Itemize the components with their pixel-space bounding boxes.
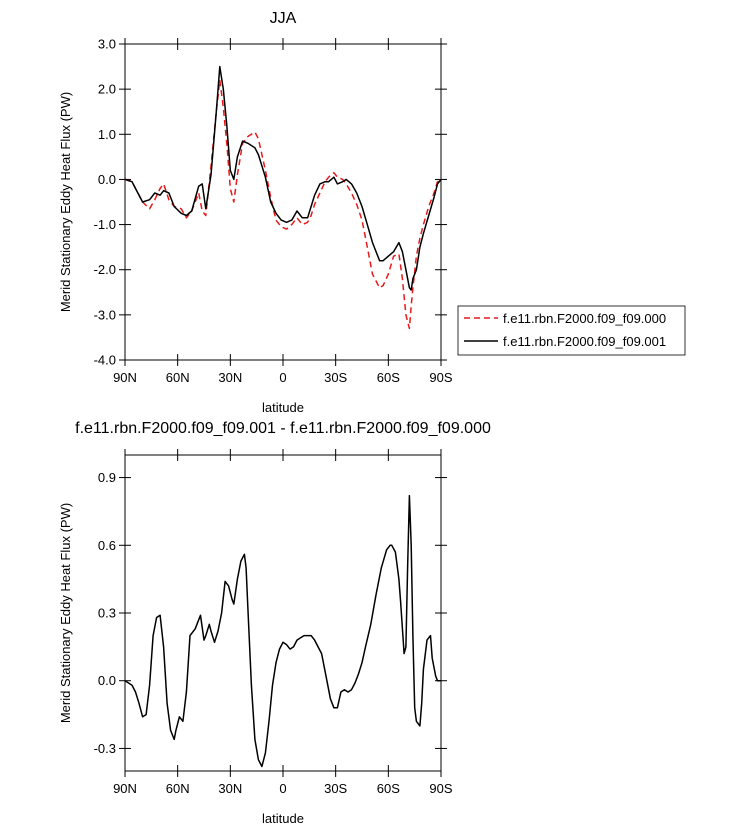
chart-top-series-line-1 — [124, 65, 442, 291]
chart-top-x-tick-label-2: 30N — [218, 370, 242, 385]
chart-top-series-line-0 — [124, 79, 442, 330]
chart-bottom-y-axis-label: Merid Stationary Eddy Heat Flux (PW) — [58, 503, 73, 723]
chart-top-y-tick-label-2: -2.0 — [94, 262, 116, 277]
chart-bottom-y-tick-label-1: 0.0 — [98, 673, 116, 688]
chart-bottom-x-tick-labels: 90N 60N 30N 0 30S 60S 90S — [113, 781, 453, 796]
chart-top-x-tick-label-0: 90N — [113, 370, 137, 385]
chart-top-x-tick-label-4: 30S — [324, 370, 347, 385]
chart-bottom-x-axis-label: latitude — [262, 811, 304, 826]
chart-top-y-tick-label-6: 2.0 — [98, 82, 116, 97]
chart-bottom-x-tick-label-4: 30S — [324, 781, 347, 796]
chart-top-legend: f.e11.rbn.F2000.f09_f09.000 f.e11.rbn.F2… — [457, 305, 686, 356]
chart-bottom-plot-frame — [124, 454, 442, 772]
chart-top: JJA -4.0 -3.0 -2.0 -1.0 0.0 1.0 2.0 3.0 90N 60N 3… — [58, 10, 453, 415]
chart-bottom: f.e11.rbn.F2000.f09_f09.001 - f.e11.rbn.… — [58, 420, 491, 826]
chart-bottom-y-tick-label-3: 0.6 — [98, 538, 116, 553]
chart-top-y-tick-label-3: -1.0 — [94, 217, 116, 232]
chart-top-series — [124, 65, 442, 330]
chart-top-x-tick-label-5: 60S — [377, 370, 400, 385]
legend-label-series-001: f.e11.rbn.F2000.f09_f09.001 — [503, 334, 666, 349]
chart-bottom-y-tick-labels: -0.3 0.0 0.3 0.6 0.9 — [94, 470, 116, 756]
chart-bottom-x-tick-label-2: 30N — [218, 781, 242, 796]
chart-top-x-axis-label: latitude — [262, 400, 304, 415]
chart-top-y-tick-label-4: 0.0 — [98, 172, 116, 187]
chart-bottom-title: f.e11.rbn.F2000.f09_f09.001 - f.e11.rbn.… — [75, 420, 491, 437]
chart-top-x-tick-label-6: 90S — [429, 370, 452, 385]
chart-bottom-x-tick-label-6: 90S — [429, 781, 452, 796]
chart-bottom-series-line-0 — [124, 494, 441, 768]
chart-top-y-axis-label: Merid Stationary Eddy Heat Flux (PW) — [58, 92, 73, 312]
chart-top-y-tick-label-0: -4.0 — [94, 353, 116, 368]
chart-bottom-ticks — [119, 449, 447, 777]
chart-bottom-x-tick-label-1: 60N — [166, 781, 190, 796]
chart-top-ticks — [119, 38, 447, 366]
chart-top-y-tick-label-7: 3.0 — [98, 37, 116, 52]
chart-top-y-tick-labels: -4.0 -3.0 -2.0 -1.0 0.0 1.0 2.0 3.0 — [94, 37, 116, 368]
chart-bottom-y-tick-label-0: -0.3 — [94, 741, 116, 756]
chart-top-x-tick-label-3: 0 — [279, 370, 286, 385]
chart-bottom-x-tick-label-0: 90N — [113, 781, 137, 796]
chart-bottom-x-tick-label-3: 0 — [279, 781, 286, 796]
chart-bottom-x-tick-label-5: 60S — [377, 781, 400, 796]
chart-top-y-tick-label-1: -3.0 — [94, 307, 116, 322]
chart-bottom-y-tick-label-2: 0.3 — [98, 606, 116, 621]
chart-bottom-y-tick-label-4: 0.9 — [98, 470, 116, 485]
chart-bottom-series — [124, 494, 441, 768]
chart-top-x-tick-labels: 90N 60N 30N 0 30S 60S 90S — [113, 370, 453, 385]
legend-label-series-000: f.e11.rbn.F2000.f09_f09.000 — [503, 311, 666, 326]
chart-top-y-tick-label-5: 1.0 — [98, 127, 116, 142]
chart-top-x-tick-label-1: 60N — [166, 370, 190, 385]
chart-top-title: JJA — [270, 10, 297, 27]
legend-frame — [457, 305, 686, 356]
